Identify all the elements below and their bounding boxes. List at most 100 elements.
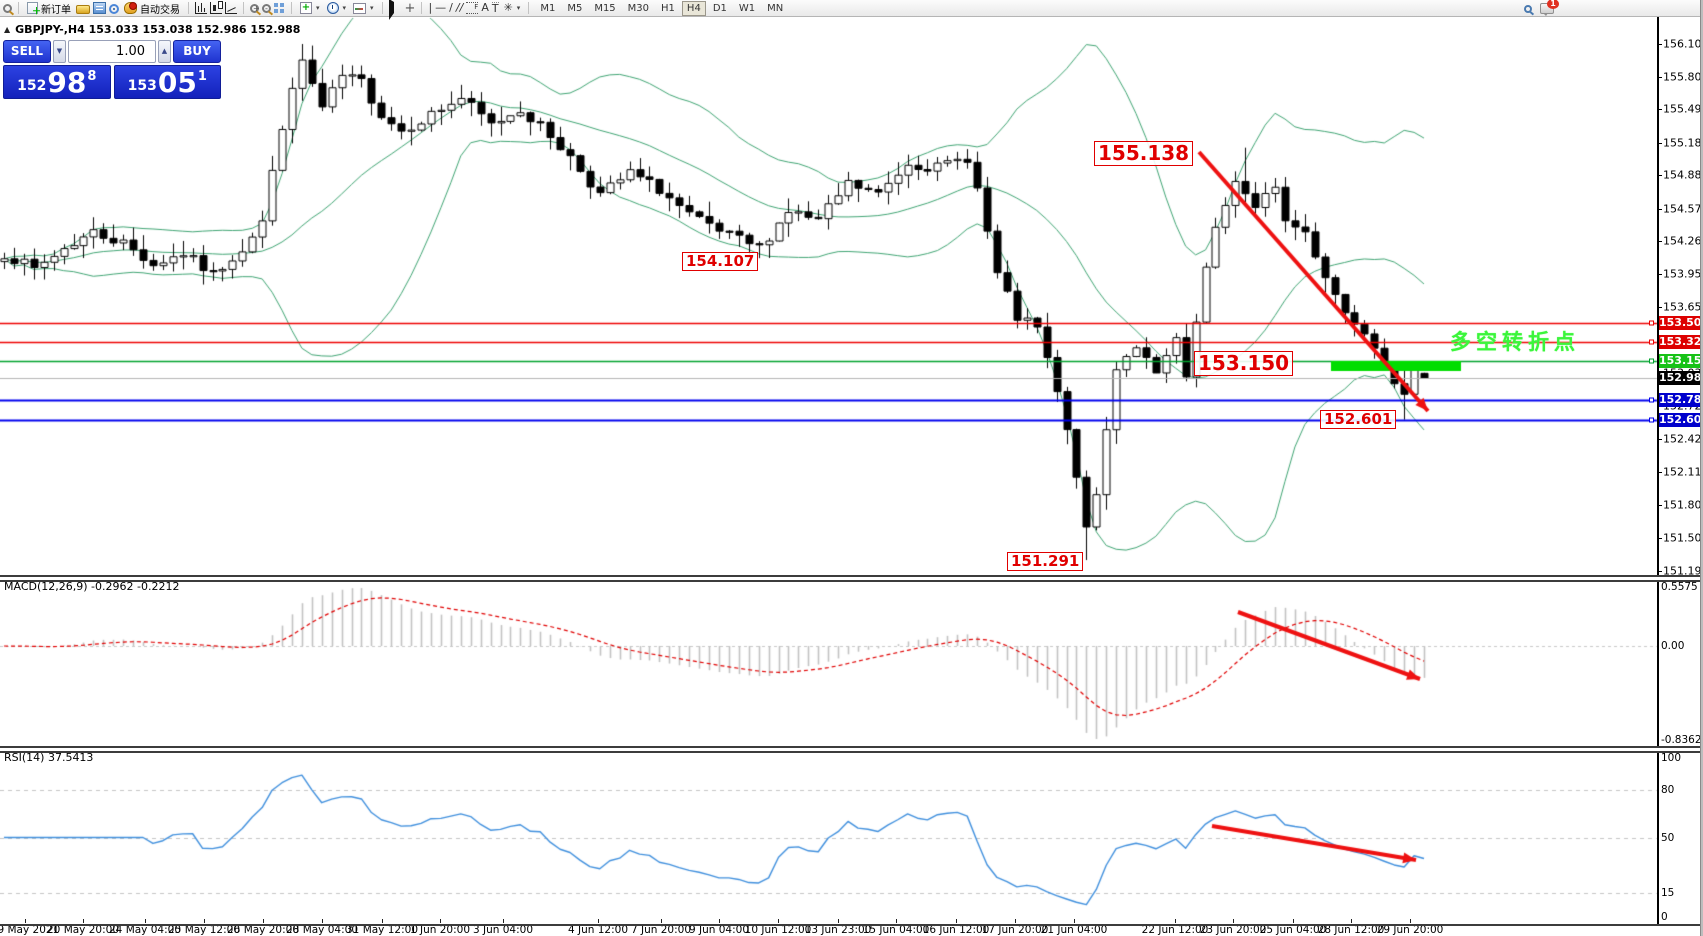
buy-button[interactable]: BUY bbox=[173, 40, 221, 63]
chart-window-icon[interactable] bbox=[3, 4, 12, 13]
timeframe-h4-button[interactable]: H4 bbox=[681, 0, 706, 16]
price-tag-label[interactable]: 152.601 bbox=[1320, 410, 1397, 430]
level-price-badge: 152.601 bbox=[1659, 412, 1703, 427]
price-tick-mark bbox=[1658, 142, 1662, 144]
timeframe-m30-button[interactable]: M30 bbox=[627, 2, 650, 14]
label-tool-icon[interactable]: T bbox=[491, 1, 499, 15]
time-tick-label: 25 May 12:00 bbox=[167, 924, 241, 936]
price-tick-mark bbox=[1658, 570, 1662, 572]
volume-increase-button[interactable]: ▲ bbox=[158, 40, 171, 63]
level-anchor-square bbox=[1649, 397, 1654, 403]
shapes-icon: ✳ bbox=[503, 1, 513, 14]
zoom-in-icon[interactable]: + bbox=[250, 4, 260, 13]
buy-price-display[interactable]: 153 05 1 bbox=[113, 65, 221, 99]
auto-trading-label: 自动交易 bbox=[140, 4, 180, 16]
price-tick-mark bbox=[1658, 109, 1662, 111]
price-tag-label[interactable]: 151.291 bbox=[1007, 552, 1084, 572]
rsi-panel-divider[interactable] bbox=[0, 746, 1703, 753]
tile-windows-icon[interactable] bbox=[274, 3, 285, 13]
time-tick-label: 16 Jun 12:00 bbox=[922, 924, 990, 936]
level-price-badge: 152.787 bbox=[1659, 392, 1703, 407]
sell-button[interactable]: SELL bbox=[3, 40, 51, 63]
rsi-tick-label: 80 bbox=[1661, 784, 1675, 796]
time-tick-label: 9 Jun 04:00 bbox=[688, 924, 750, 936]
time-tick-label: 7 Jun 20:00 bbox=[630, 924, 692, 936]
level-price-badge: 153.150 bbox=[1659, 353, 1703, 368]
time-tick-label: 20 May 20:00 bbox=[46, 924, 120, 936]
vertical-line-tool-icon[interactable]: | bbox=[428, 1, 433, 14]
time-tick-mark bbox=[719, 919, 720, 923]
chart-title[interactable]: ▲ GBPJPY-,H4 153.033 153.038 152.986 152… bbox=[4, 23, 300, 36]
indicators-button[interactable]: + ▾ bbox=[300, 2, 320, 14]
time-tick-mark bbox=[322, 919, 323, 923]
price-tick-mark bbox=[1658, 208, 1662, 210]
trendline-tool-icon[interactable]: / bbox=[449, 1, 453, 14]
time-tick-mark bbox=[1015, 919, 1016, 923]
time-tick-label: 29 Jun 20:00 bbox=[1376, 924, 1444, 936]
auto-trading-button[interactable]: 自动交易 bbox=[122, 1, 182, 16]
text-tool-icon[interactable]: A bbox=[481, 1, 489, 14]
time-tick-mark bbox=[1410, 919, 1411, 923]
crosshair-tool-icon[interactable]: + bbox=[404, 0, 416, 16]
candlestick-chart-icon[interactable] bbox=[210, 1, 223, 14]
rsi-tick-label: 15 bbox=[1661, 887, 1675, 899]
main-toolbar: 新订单 自动交易 + - +▾ ▾ ▾ + | — / // F A T ✳▾ … bbox=[0, 0, 1703, 20]
time-tick-label: 3 Jun 04:00 bbox=[472, 924, 534, 936]
volume-decrease-button[interactable]: ▼ bbox=[53, 40, 66, 63]
time-tick-mark bbox=[956, 919, 957, 923]
timeframe-strip: M1 M5 M15 M30 H1 H4 D1 W1 MN bbox=[535, 0, 788, 16]
time-tick-mark bbox=[382, 919, 383, 923]
time-tick-mark bbox=[440, 919, 441, 923]
price-tag-label[interactable]: 155.138 bbox=[1094, 141, 1194, 166]
macd-panel-divider[interactable] bbox=[0, 575, 1703, 582]
collapse-panel-icon[interactable]: ▲ bbox=[4, 25, 11, 34]
price-tick-label: 153.650 bbox=[1663, 300, 1703, 314]
symbol-ohlc-label: GBPJPY-,H4 153.033 153.038 152.986 152.9… bbox=[15, 23, 301, 36]
timeframe-d1-button[interactable]: D1 bbox=[712, 2, 727, 14]
turning-point-note[interactable]: 多空转折点 bbox=[1450, 330, 1580, 354]
time-tick-mark bbox=[1074, 919, 1075, 923]
buy-price-big: 05 bbox=[157, 66, 197, 99]
time-tick-label: 21 Jun 04:00 bbox=[1040, 924, 1108, 936]
periods-button[interactable]: ▾ bbox=[325, 1, 349, 16]
signal-icon[interactable] bbox=[109, 3, 119, 14]
macd-title: MACD(12,26,9) -0.2962 -0.2212 bbox=[4, 580, 180, 593]
sell-price-display[interactable]: 152 98 8 bbox=[3, 65, 111, 99]
shapes-button[interactable]: ✳ ▾ bbox=[503, 1, 521, 14]
horizontal-line-tool-icon[interactable]: — bbox=[435, 1, 447, 14]
zoom-out-icon[interactable]: - bbox=[262, 4, 271, 13]
time-tick-mark bbox=[1351, 919, 1352, 923]
price-tick-label: 151.805 bbox=[1663, 498, 1703, 512]
channel-tool-icon[interactable]: // bbox=[455, 1, 464, 14]
search-icon[interactable] bbox=[1524, 4, 1532, 13]
rsi-tick-label: 50 bbox=[1661, 832, 1675, 844]
time-tick-label: 22 Jun 12:00 bbox=[1141, 924, 1209, 936]
timeframe-m5-button[interactable]: M5 bbox=[567, 2, 583, 14]
timeframe-m15-button[interactable]: M15 bbox=[594, 2, 616, 14]
new-order-button[interactable]: 新订单 bbox=[25, 1, 73, 17]
price-tick-mark bbox=[1658, 439, 1662, 441]
bar-chart-icon[interactable] bbox=[195, 2, 207, 14]
rsi-tick-label: 100 bbox=[1661, 752, 1682, 764]
gold-bar-icon[interactable] bbox=[76, 5, 90, 14]
price-tag-label[interactable]: 153.150 bbox=[1194, 351, 1294, 376]
timeframe-mn-button[interactable]: MN bbox=[767, 2, 784, 14]
notifications-icon[interactable]: 1 bbox=[1540, 0, 1559, 16]
time-tick-mark bbox=[661, 919, 662, 923]
price-tag-label[interactable]: 154.107 bbox=[682, 252, 759, 272]
line-chart-icon[interactable] bbox=[225, 2, 237, 14]
market-watch-icon[interactable] bbox=[93, 2, 106, 14]
separator bbox=[381, 2, 383, 14]
current-price-badge: 152.988 bbox=[1659, 371, 1703, 386]
new-order-label: 新订单 bbox=[41, 4, 71, 16]
price-tick-mark bbox=[1658, 76, 1662, 78]
volume-input[interactable] bbox=[68, 40, 156, 63]
time-tick-label: 17 Jun 20:00 bbox=[981, 924, 1049, 936]
templates-button[interactable]: ▾ bbox=[351, 1, 376, 16]
timeframe-m1-button[interactable]: M1 bbox=[540, 2, 556, 14]
timeframe-w1-button[interactable]: W1 bbox=[738, 2, 756, 14]
fibonacci-tool-icon[interactable]: F bbox=[466, 2, 479, 14]
timeframe-h1-button[interactable]: H1 bbox=[661, 2, 675, 14]
cursor-tool-icon[interactable] bbox=[388, 0, 402, 20]
